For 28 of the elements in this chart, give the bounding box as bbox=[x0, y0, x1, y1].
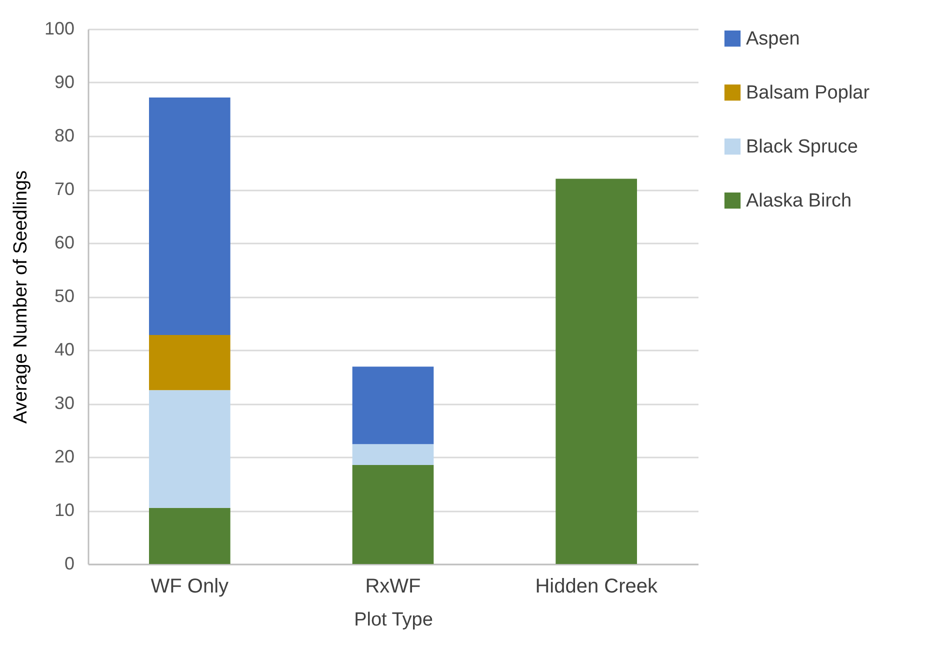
bar bbox=[149, 97, 230, 336]
x-tick-label: RxWF bbox=[365, 576, 421, 598]
bar bbox=[149, 390, 230, 508]
bar bbox=[149, 335, 230, 390]
x-tick-label: Hidden Creek bbox=[535, 576, 658, 598]
y-tick-label: 10 bbox=[54, 500, 74, 520]
bar bbox=[352, 366, 434, 444]
y-tick-label: 20 bbox=[54, 446, 74, 466]
legend-label: Aspen bbox=[746, 28, 800, 50]
bar bbox=[556, 178, 637, 564]
y-tick-label: 50 bbox=[54, 286, 74, 306]
y-tick-label: 70 bbox=[54, 179, 74, 199]
y-tick-label: 40 bbox=[54, 340, 74, 360]
bar bbox=[352, 465, 434, 564]
y-tick-label: 30 bbox=[54, 393, 74, 413]
y-tick-label: 100 bbox=[44, 18, 74, 38]
y-tick-label: 90 bbox=[54, 72, 74, 92]
legend-label: Black Spruce bbox=[746, 136, 858, 158]
y-tick-label: 80 bbox=[54, 126, 74, 146]
x-tick-label: WF Only bbox=[150, 576, 229, 598]
y-tick-label: 60 bbox=[54, 232, 74, 252]
legend-label: Balsam Poplar bbox=[746, 82, 870, 104]
legend-label: Alaska Birch bbox=[746, 190, 852, 212]
x-axis-title: Plot Type bbox=[354, 610, 433, 630]
y-tick-label: 0 bbox=[64, 554, 74, 574]
y-axis-title: Average Number of Seedlings bbox=[10, 170, 32, 424]
bar bbox=[149, 508, 230, 564]
bar bbox=[352, 444, 434, 466]
